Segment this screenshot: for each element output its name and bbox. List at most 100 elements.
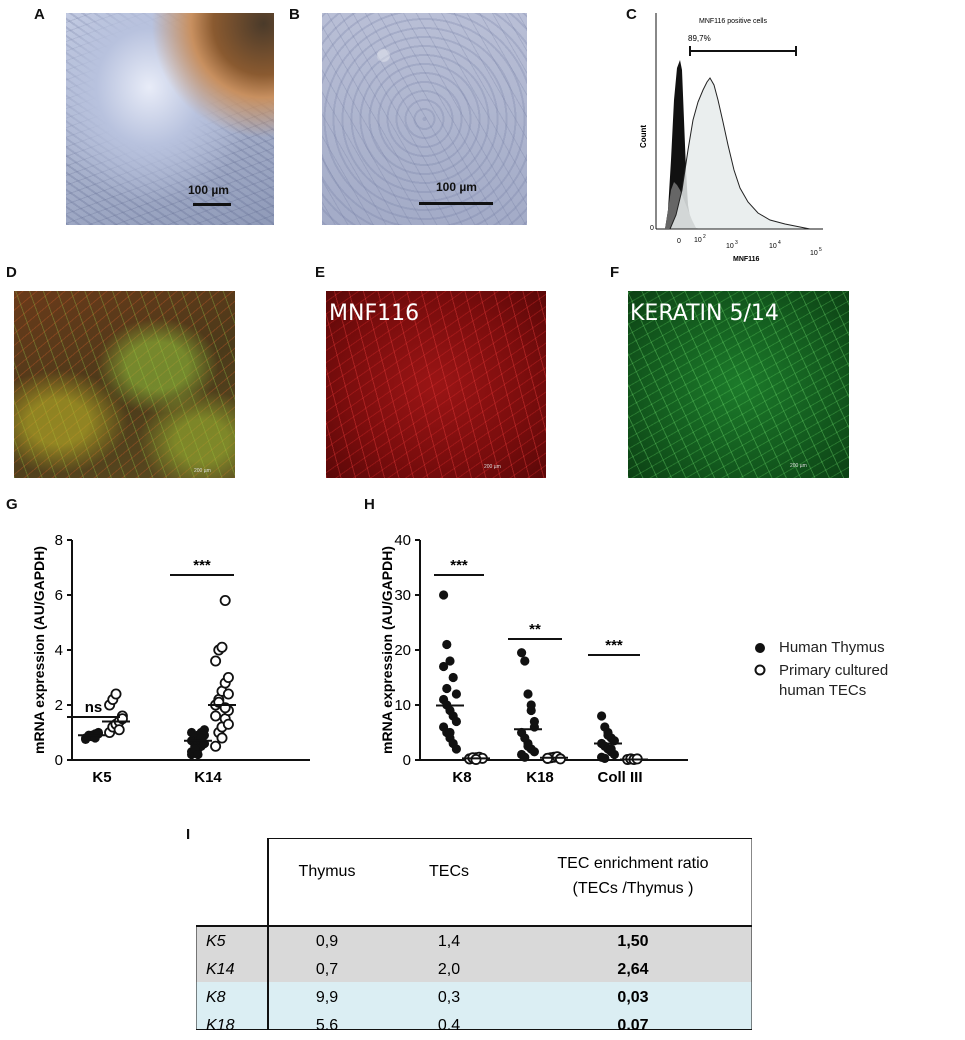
data-point-thymus — [600, 753, 610, 763]
stain-label-f: KERATIN 5/14 — [630, 301, 779, 326]
x-tick-label: K18 — [526, 769, 554, 786]
table-tecs-cell: 1,4 — [438, 933, 460, 950]
table-header-cell: TEC enrichment ratio — [557, 855, 708, 872]
scale-label-e: 200 µm — [484, 464, 501, 470]
x-tick-exp-3: 4 — [778, 240, 781, 246]
legend-item-thymus: Human Thymus — [753, 639, 888, 656]
panel-letter-a: A — [34, 6, 45, 23]
data-point-tecs — [210, 655, 222, 667]
data-point-thymus — [523, 689, 533, 699]
y-axis-label: mRNA expression (AU/GAPDH) — [379, 546, 395, 754]
y-label-c: Count — [639, 125, 648, 148]
data-point-tecs — [110, 688, 122, 700]
y-tick-label: 6 — [55, 587, 63, 604]
data-point-thymus — [442, 683, 452, 694]
table-tecs-cell: 2,0 — [438, 961, 460, 978]
x-tick-label: K14 — [194, 769, 222, 786]
data-point-tecs — [470, 753, 482, 765]
micrograph-a: 100 µm — [66, 13, 274, 225]
scale-bar-b — [419, 202, 493, 205]
y-tick-label: 40 — [394, 532, 411, 549]
panel-letter-c: C — [626, 6, 637, 23]
data-point-tecs — [216, 641, 228, 653]
table-thymus-cell: 5,6 — [316, 1017, 338, 1030]
x-tick-label: K5 — [92, 769, 111, 786]
data-point-thymus — [523, 741, 533, 751]
y-tick-label: 20 — [394, 642, 411, 659]
table-gene-cell: K8 — [206, 989, 226, 1006]
table-thymus-cell: 0,7 — [316, 961, 338, 978]
table-tecs-cell: 0,4 — [438, 1017, 460, 1030]
data-point-thymus — [520, 752, 530, 762]
panel-letter-h: H — [364, 496, 375, 513]
panel-letter-d: D — [6, 264, 17, 281]
data-point-tecs — [222, 671, 234, 683]
gate-title: MNF116 positive cells — [699, 18, 767, 25]
x-tick-label: K8 — [452, 769, 471, 786]
table-thymus-cell: 0,9 — [316, 933, 338, 950]
data-point-thymus — [439, 661, 449, 672]
flow-histogram-c: MNF116 positive cells 89,7% Count 0 0 10… — [639, 13, 823, 263]
table-i: Thymus TECs TEC enrichment ratio (TECs /Thy… — [196, 838, 752, 1030]
data-point-thymus — [445, 727, 455, 738]
scatter-chart-g: 0 2 4 6 8 mRNA expression (AU/GAPDH) K5 ns K14 **… — [31, 532, 310, 786]
y-tick-label: 4 — [55, 642, 63, 659]
x-tick-label: Coll III — [598, 769, 643, 786]
panel-letter-i: I — [186, 826, 191, 843]
data-point-tecs — [222, 688, 234, 700]
data-point-tecs — [554, 753, 566, 765]
filled-circle-icon — [755, 643, 765, 653]
x-tick-exp-2: 3 — [735, 240, 738, 246]
y-tick-label: 30 — [394, 587, 411, 604]
table-ratio-cell: 0,03 — [617, 989, 648, 1006]
y-tick-label: 0 — [55, 752, 63, 769]
data-point-tecs — [219, 595, 231, 607]
data-point-thymus — [445, 656, 455, 666]
table-row-bg — [196, 926, 752, 954]
table-header-cell: (TECs /Thymus ) — [573, 880, 694, 897]
table-thymus-cell: 9,9 — [316, 989, 338, 1006]
data-point-tecs — [210, 710, 222, 722]
data-point-tecs — [222, 718, 234, 730]
x-tick-exp-1: 2 — [703, 234, 706, 240]
stain-label-e: MNF116 — [329, 301, 420, 326]
table-header-cell: TECs — [429, 863, 469, 880]
micrograph-b: 100 µm — [322, 13, 527, 225]
significance-label: *** — [605, 637, 623, 654]
y-axis-label: mRNA expression (AU/GAPDH) — [31, 546, 47, 754]
data-point-thymus — [520, 656, 530, 666]
data-point-thymus — [529, 716, 539, 727]
micrograph-keratin-f: KERATIN 5/14 200 µm — [628, 291, 849, 478]
data-point-tecs — [113, 724, 125, 736]
y-tick-label: 0 — [403, 752, 411, 769]
legend: Human Thymus Primary cultured human TECs — [753, 639, 888, 707]
significance-label: *** — [450, 557, 468, 574]
table-row-bg — [196, 954, 752, 982]
x-tick-1: 10 — [694, 237, 702, 244]
y-zero-c: 0 — [650, 225, 654, 232]
data-point-thymus — [442, 639, 452, 650]
x-tick-0: 0 — [677, 238, 681, 245]
data-point-thymus — [603, 730, 613, 740]
gate-percent: 89,7% — [688, 34, 711, 43]
legend-label-tecs: Primary cultured human TECs — [779, 662, 889, 700]
data-point-thymus — [448, 672, 458, 683]
mnf116-histogram — [669, 77, 811, 230]
micrograph-merge-d: 200 µm — [14, 291, 235, 478]
significance-label: ns — [85, 699, 103, 716]
scale-label-d: 200 µm — [194, 468, 211, 474]
scale-label-a: 100 µm — [188, 183, 229, 197]
table-row-bg — [196, 982, 752, 1010]
table-tecs-cell: 0,3 — [438, 989, 460, 1006]
y-tick-label: 10 — [394, 697, 411, 714]
table-ratio-cell: 0,07 — [617, 1017, 648, 1030]
data-point-tecs — [210, 740, 222, 752]
data-point-thymus — [187, 727, 197, 738]
table-gene-cell: K5 — [206, 933, 226, 950]
y-tick-label: 2 — [55, 697, 63, 714]
panel-letter-e: E — [315, 264, 326, 281]
table-row-bg — [196, 1010, 752, 1030]
x-tick-4: 10 — [810, 250, 818, 257]
x-tick-exp-4: 5 — [819, 247, 822, 253]
